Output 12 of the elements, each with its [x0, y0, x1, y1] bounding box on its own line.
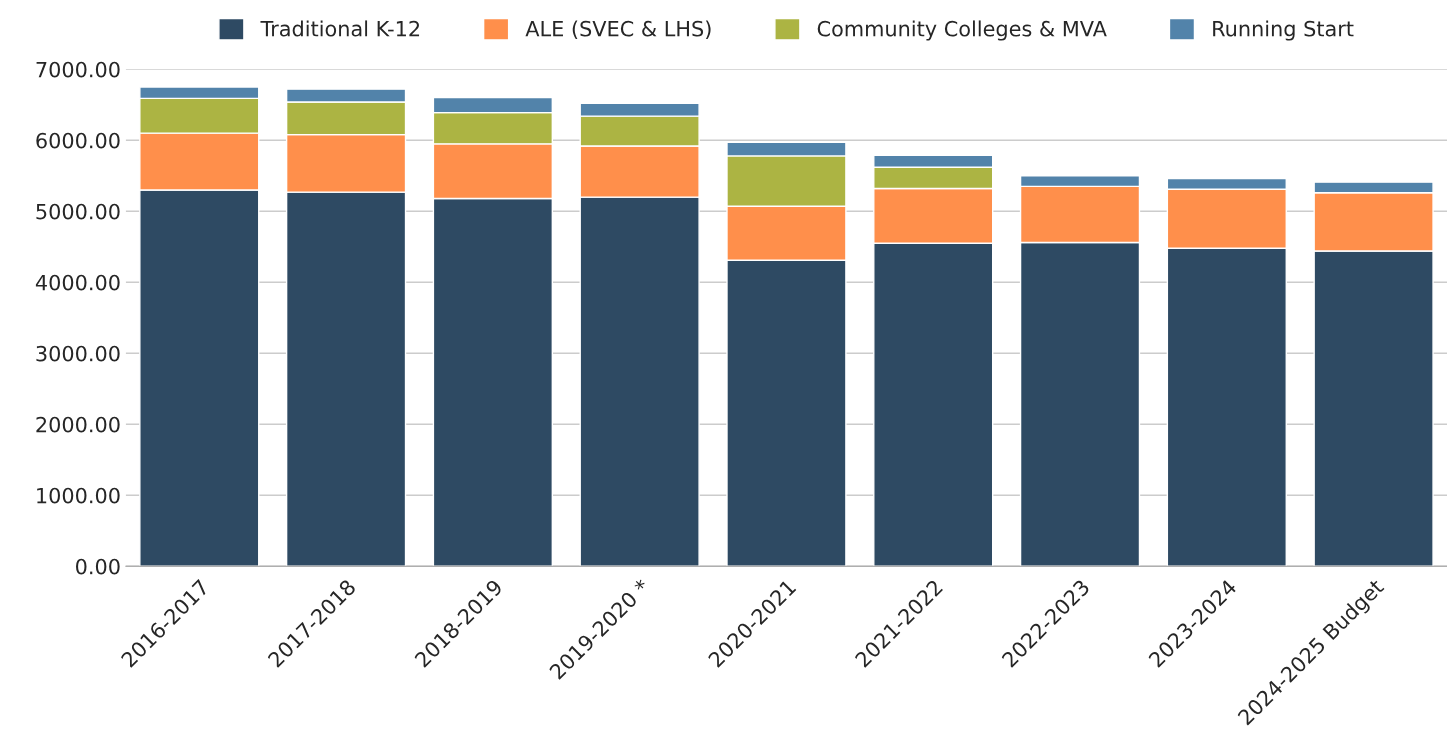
- y-tick-label: 0.00: [76, 558, 120, 575]
- legend-label: Community Colleges & MVA: [817, 20, 1107, 41]
- y-tick-label: 1000.00: [37, 487, 120, 504]
- y-tick-label: 4000.00: [35, 274, 120, 291]
- y-tick-label: 6000.00: [36, 132, 120, 149]
- y-tick-label: 3000.00: [36, 345, 120, 362]
- y-tick-label: 5000.00: [36, 203, 120, 220]
- y-tick-label: 2000.00: [36, 416, 120, 433]
- legend-label: Running Start: [1213, 20, 1354, 41]
- y-tick-label: 7000.00: [36, 61, 120, 78]
- legend-label: Traditional K-12: [260, 20, 420, 37]
- legend-label: ALE (SVEC & LHS): [525, 20, 711, 39]
